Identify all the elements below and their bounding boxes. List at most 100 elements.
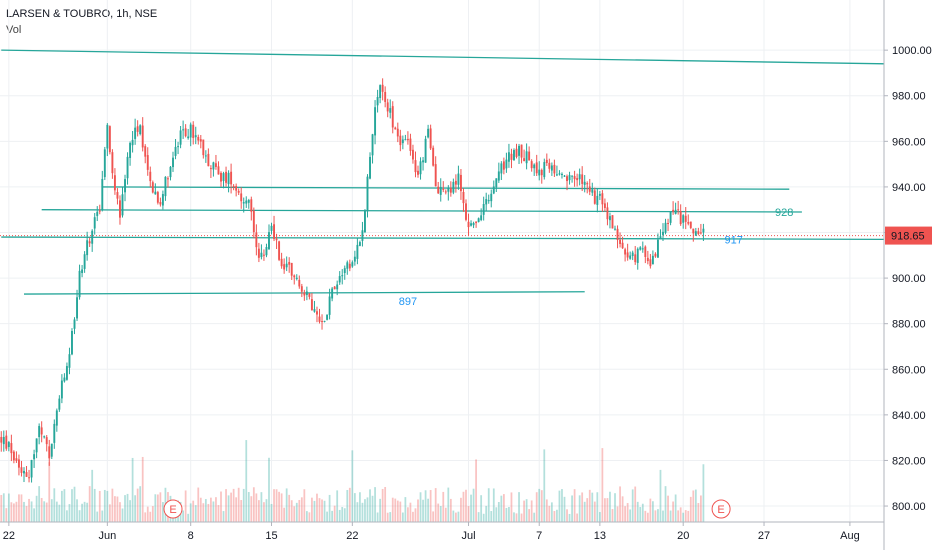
volume-bar — [356, 502, 359, 522]
candle-body — [177, 146, 180, 148]
volume-bar — [273, 489, 275, 522]
y-tick-label: 860.00 — [892, 364, 926, 376]
candle-body — [187, 136, 190, 139]
volume-bar — [154, 494, 157, 522]
volume-bar — [414, 508, 417, 522]
volume-bar — [331, 510, 334, 522]
volume-bar — [159, 492, 162, 522]
volume-bar — [58, 504, 61, 522]
candle-body — [677, 209, 680, 211]
candle-body — [321, 321, 323, 323]
volume-bar — [78, 510, 81, 522]
volume-bar — [220, 491, 222, 522]
candle-body — [348, 263, 351, 269]
volume-bar — [576, 513, 579, 522]
volume-bar — [533, 512, 536, 522]
volume-bar — [667, 495, 669, 522]
candle-body — [119, 200, 121, 218]
volume-bar — [0, 494, 3, 522]
candle-body — [144, 146, 147, 157]
volume-bar — [242, 488, 245, 522]
volume-bar — [98, 490, 101, 522]
volume-bar — [664, 486, 667, 522]
candle-body — [374, 107, 377, 136]
volume-bar — [649, 498, 652, 522]
candle-body — [184, 128, 187, 137]
candle-body — [146, 155, 149, 170]
candle-body — [113, 175, 116, 191]
candle-body — [35, 438, 38, 453]
volume-bar — [134, 495, 137, 522]
volume-bar — [225, 489, 227, 522]
volume-bar — [437, 503, 440, 522]
candle-body — [338, 276, 341, 283]
volume-bar — [422, 499, 424, 522]
candle-body — [659, 236, 662, 240]
candle-body — [515, 148, 518, 157]
candle-body — [437, 186, 440, 194]
candle-body — [583, 181, 586, 185]
volume-bar — [591, 492, 594, 522]
volume-bar — [662, 510, 664, 522]
volume-bar — [528, 509, 531, 522]
volume-bar — [432, 511, 435, 522]
volume-bar — [351, 450, 354, 522]
volume-bar — [419, 492, 422, 522]
volume-bar — [341, 506, 344, 522]
volume-bar — [146, 506, 149, 522]
volume-bar — [23, 501, 25, 522]
candle-body — [636, 248, 639, 263]
volume-bar — [280, 493, 283, 522]
volume-bar — [5, 508, 8, 522]
volume-bar — [50, 499, 53, 522]
volume-bar — [470, 494, 472, 522]
candle-body — [280, 258, 283, 267]
volume-bar — [7, 493, 10, 522]
volume-bar — [596, 492, 599, 522]
earnings-marker[interactable] — [711, 499, 731, 519]
volume-bar — [374, 487, 376, 522]
volume-bar — [111, 488, 114, 522]
earnings-marker[interactable] — [163, 499, 183, 519]
annotation-label: 928 — [775, 207, 793, 219]
volume-bar — [15, 501, 18, 522]
candle-body — [86, 240, 89, 256]
volume-bar — [103, 489, 106, 522]
volume-bar — [687, 510, 690, 522]
candle-body — [467, 221, 470, 228]
volume-bar — [497, 502, 500, 522]
volume-bar — [697, 503, 700, 522]
volume-bar — [2, 493, 5, 522]
volume-bar — [303, 489, 306, 522]
volume-bar — [652, 501, 654, 522]
volume-bar — [505, 507, 508, 522]
candle-body — [96, 211, 99, 216]
candle-body — [172, 157, 174, 168]
volume-bar — [702, 464, 705, 522]
horizontal-lines[interactable] — [0, 49, 886, 295]
volume-bar — [639, 507, 642, 522]
volume-bar — [626, 503, 629, 522]
volume-bar — [399, 501, 402, 522]
candle-body — [548, 162, 551, 169]
volume-bar — [323, 500, 326, 522]
candle-body — [293, 275, 296, 278]
candle-body — [93, 217, 96, 229]
volume-bar — [10, 502, 13, 522]
volume-bar — [63, 489, 66, 522]
volume-bar — [384, 486, 387, 522]
volume-bar — [429, 490, 432, 522]
candle-body — [439, 187, 442, 195]
volume-bar — [679, 507, 682, 522]
candle-body — [550, 165, 553, 171]
candle-body — [427, 128, 430, 138]
candle-body — [230, 171, 233, 185]
volume-bar — [293, 506, 296, 522]
volume-bar — [204, 499, 207, 522]
candle-body — [689, 221, 692, 228]
candle-body — [457, 173, 460, 185]
candle-body — [151, 182, 154, 193]
candle-body — [182, 129, 185, 131]
